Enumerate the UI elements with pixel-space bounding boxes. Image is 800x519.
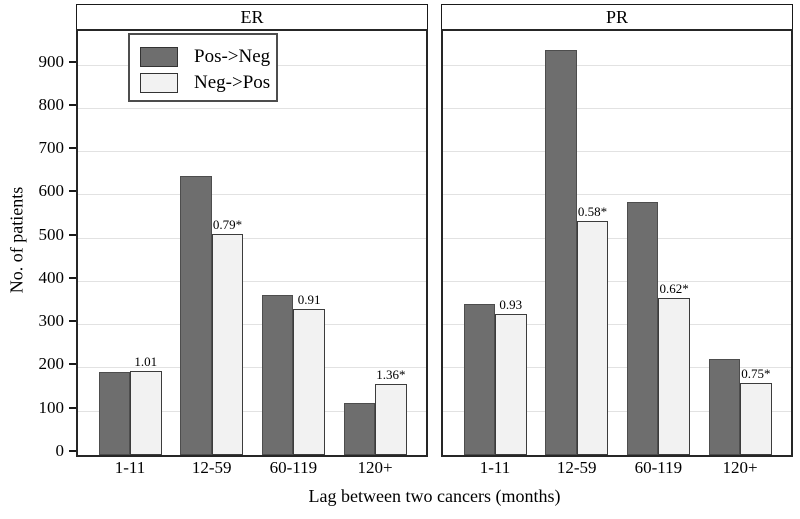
x-tick-label: 60-119 [634, 458, 683, 477]
y-tick-label: 800 [38, 94, 65, 114]
x-tick-label: 1-11 [114, 458, 146, 477]
ratio-annotation: 0.79* [212, 217, 243, 233]
gridline-500 [443, 237, 791, 239]
y-tick-label: 100 [38, 397, 65, 417]
gridline-900 [443, 64, 791, 66]
x-tick-label: 12-59 [556, 458, 597, 477]
bar-neg-pos [576, 220, 609, 455]
gridline-600 [78, 194, 426, 196]
ratio-annotation: 0.75* [741, 366, 771, 382]
bar-pos-neg [98, 371, 130, 455]
bar-neg-pos [740, 383, 772, 455]
y-tick-label: 900 [38, 51, 65, 71]
panel-pr-header: PR [441, 4, 793, 30]
y-tick-mark [69, 147, 76, 150]
gridline-200 [78, 367, 426, 369]
bar-neg-pos [130, 370, 162, 455]
y-tick-mark [69, 363, 76, 366]
gridline-200 [443, 367, 791, 369]
y-tick-mark [69, 276, 76, 279]
legend-label-pos-neg: Pos->Neg [194, 46, 271, 67]
y-tick-label: 300 [38, 311, 65, 331]
y-tick-mark [69, 190, 76, 193]
ratio-annotation: 0.91 [297, 292, 321, 308]
x-tick-label: 120+ [357, 458, 393, 477]
bar-pos-neg [708, 359, 741, 455]
bar-pos-neg [343, 402, 376, 455]
ratio-annotation: 1.36* [376, 367, 406, 383]
bar-pos-neg [463, 303, 495, 455]
legend: Pos->Neg Neg->Pos [128, 33, 278, 102]
bar-neg-pos [211, 234, 244, 455]
y-tick-label: 700 [38, 138, 65, 158]
panel-er-title: ER [240, 6, 264, 27]
ratio-annotation: 1.01 [134, 353, 158, 369]
panel-pr-plot: 0.93 0.58* 0.62* 0.75* [441, 29, 793, 457]
y-tick-mark [69, 103, 76, 106]
gridline-800 [78, 107, 426, 109]
y-tick-label: 0 [55, 441, 65, 460]
bar-neg-pos [495, 313, 527, 455]
gridline-300 [78, 324, 426, 326]
panel-er-header: ER [76, 4, 428, 30]
ratio-annotation: 0.58* [577, 203, 608, 219]
x-axis-title: Lag between two cancers (months) [308, 486, 561, 506]
panel-pr-title: PR [605, 6, 629, 27]
bar-neg-pos [293, 309, 325, 455]
bar-neg-pos [375, 384, 407, 455]
panel-pr: PR 0.93 0.58* 0.62* 0.75* [441, 4, 793, 457]
gridline-700 [443, 151, 791, 153]
gridline-400 [443, 280, 791, 282]
bar-neg-pos [658, 297, 690, 455]
ratio-annotation: 0.62* [659, 280, 689, 296]
y-tick-mark [69, 60, 76, 63]
gridline-100 [78, 410, 426, 412]
y-tick-mark [69, 450, 76, 452]
y-tick-label: 600 [38, 181, 65, 201]
gridline-700 [78, 151, 426, 153]
y-tick-mark [69, 233, 76, 236]
bar-pos-neg [626, 201, 659, 455]
legend-label-neg-pos: Neg->Pos [194, 72, 271, 93]
y-tick-label: 400 [38, 267, 65, 287]
gridline-800 [443, 107, 791, 109]
gridline-100 [443, 410, 791, 412]
gridline-300 [443, 324, 791, 326]
gridline-400 [78, 280, 426, 282]
x-tick-label: 120+ [722, 458, 758, 477]
ratio-annotation: 0.93 [499, 296, 523, 312]
legend-item-neg-pos: Neg->Pos [140, 70, 276, 95]
y-tick-mark [69, 406, 76, 409]
legend-swatch-pos-neg [140, 46, 178, 67]
gridline-600 [443, 194, 791, 196]
y-tick-label: 500 [38, 224, 65, 244]
gridline-500 [78, 237, 426, 239]
legend-item-pos-neg: Pos->Neg [140, 44, 276, 69]
y-tick-mark [69, 320, 76, 323]
x-tick-label: 60-119 [269, 458, 318, 477]
bar-pos-neg [545, 50, 577, 455]
x-tick-label: 12-59 [191, 458, 232, 477]
bar-pos-neg [180, 175, 212, 455]
x-tick-label: 1-11 [479, 458, 511, 477]
y-tick-label: 200 [38, 354, 65, 374]
bar-pos-neg [261, 294, 294, 455]
legend-swatch-neg-pos [140, 72, 178, 93]
